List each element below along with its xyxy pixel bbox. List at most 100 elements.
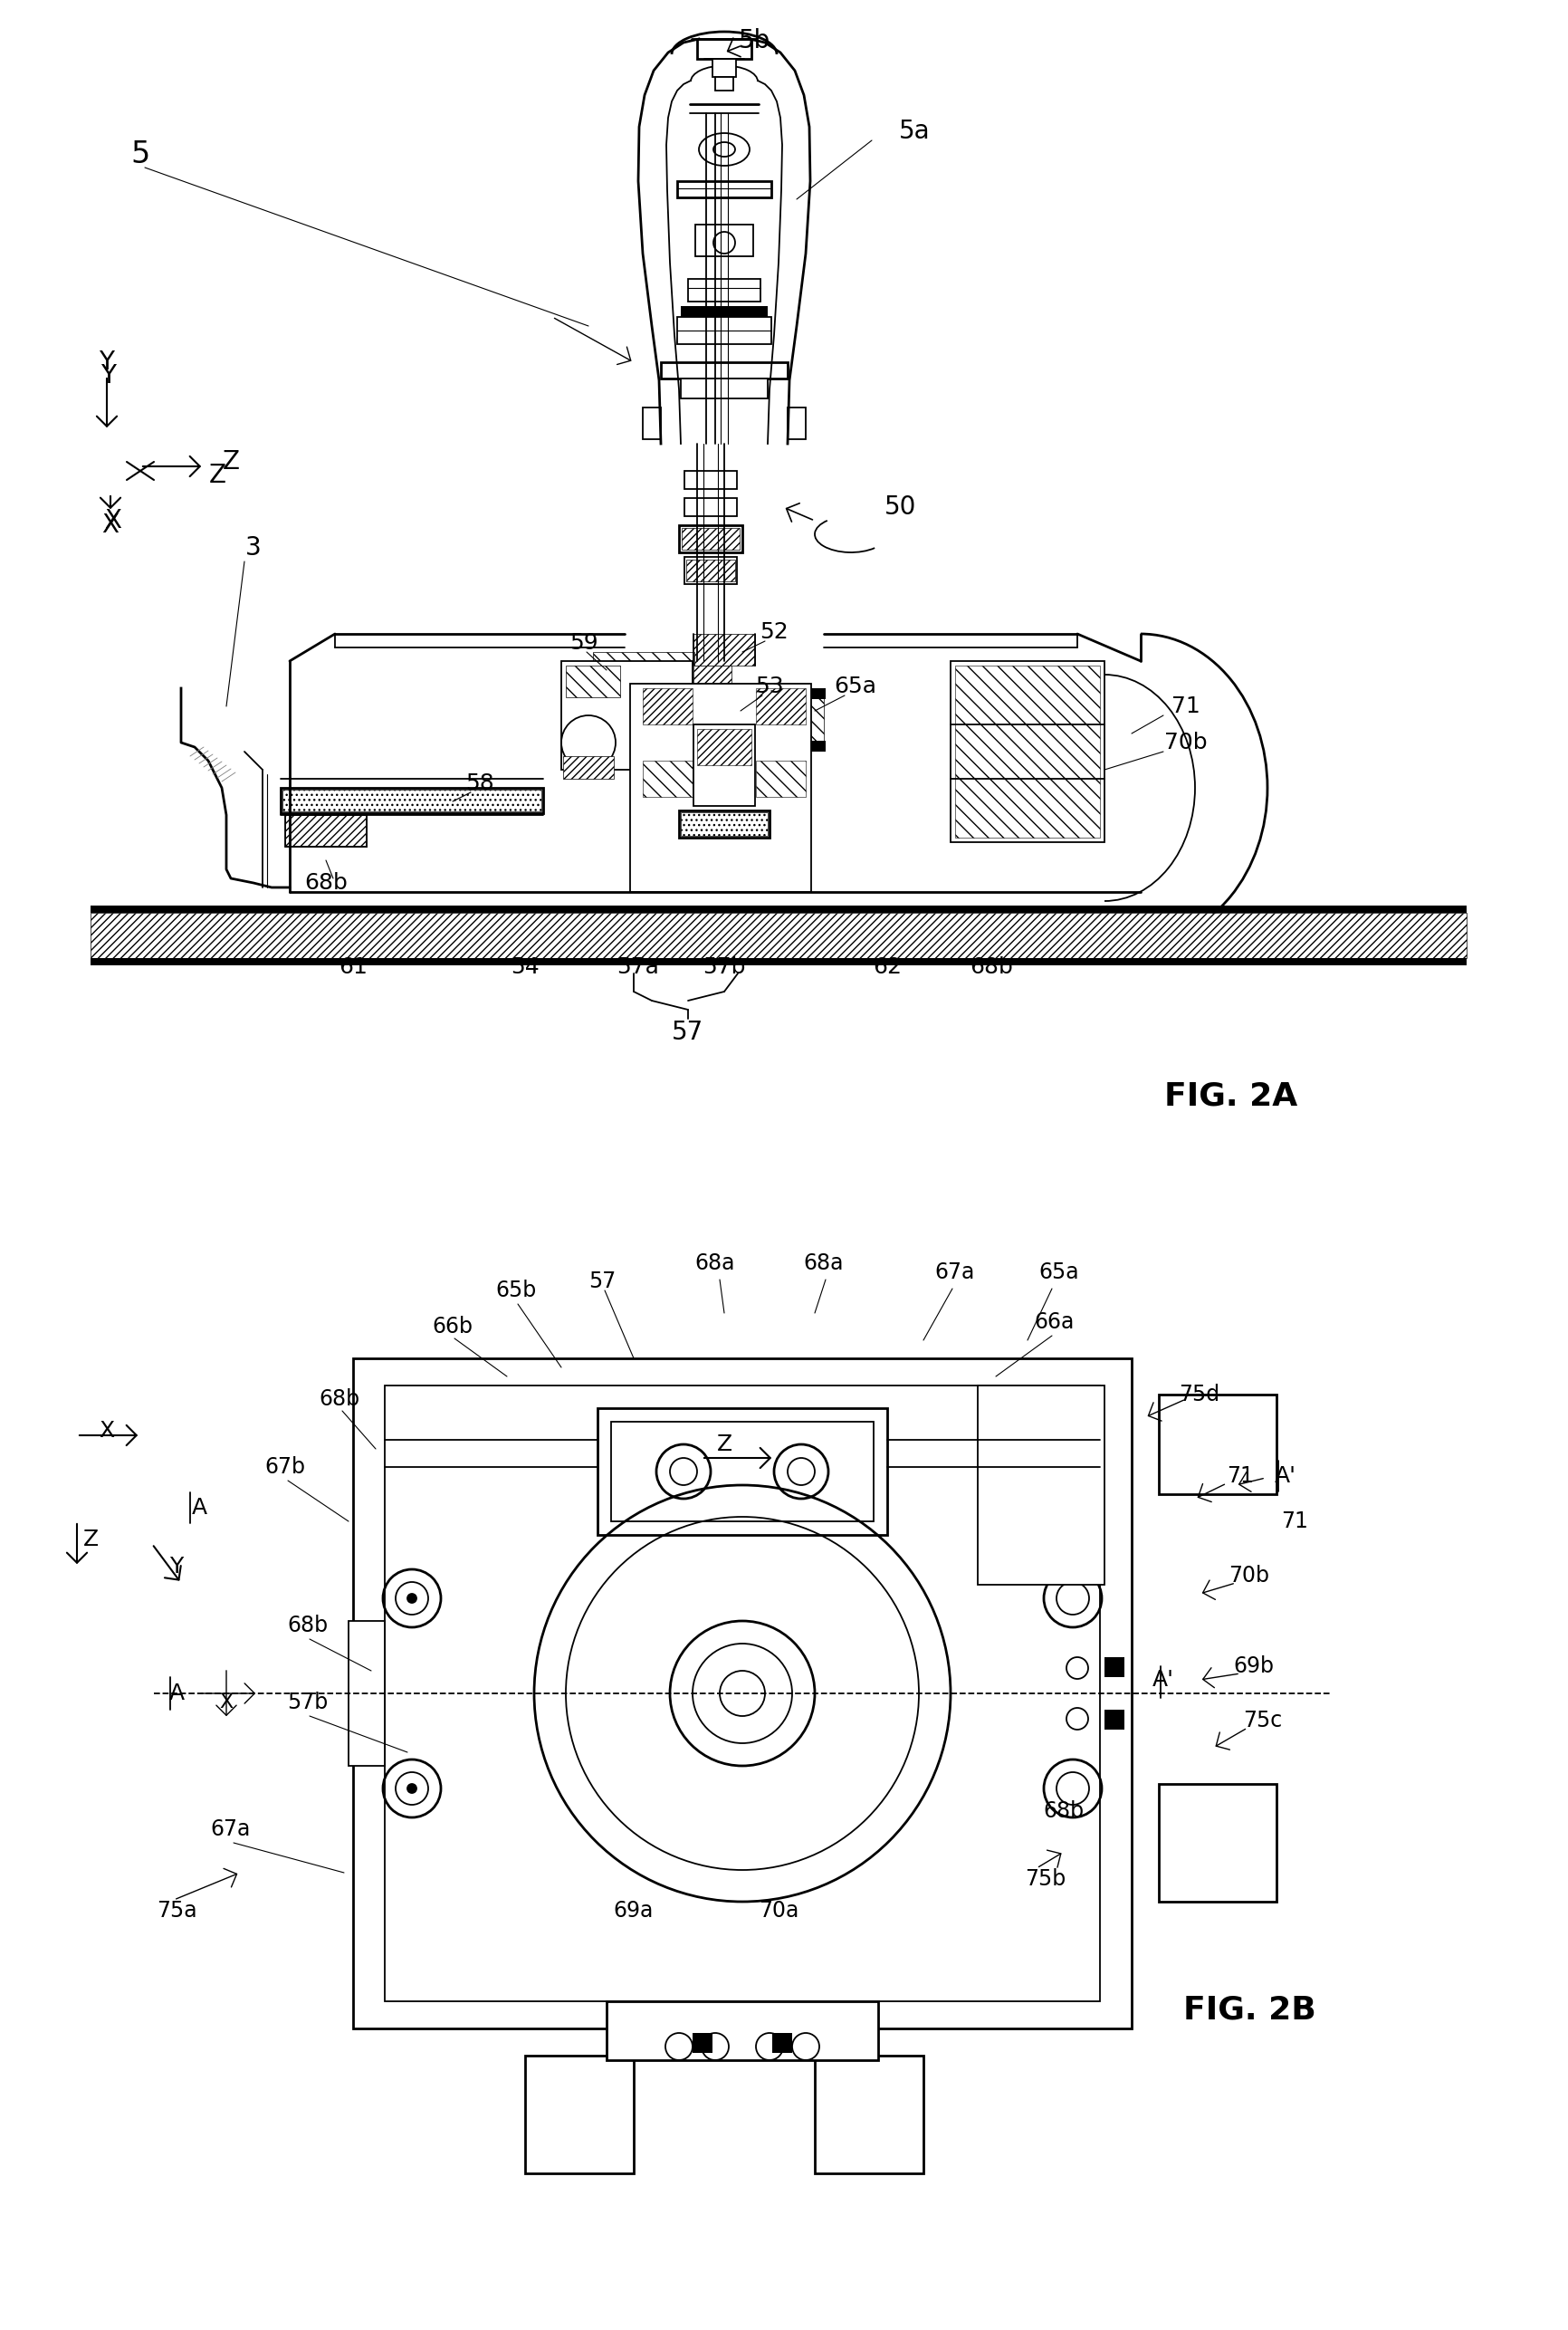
Text: Z: Z [83, 1528, 99, 1549]
Text: 65a: 65a [834, 676, 877, 697]
Text: 61: 61 [339, 955, 367, 979]
Text: Z: Z [223, 450, 240, 475]
Text: FIG. 2B: FIG. 2B [1182, 1994, 1316, 2025]
Text: 58: 58 [466, 774, 494, 795]
Bar [681, 305, 768, 317]
Bar [735, 687, 826, 699]
Bar [677, 182, 771, 198]
Bar [384, 1386, 1101, 2001]
Text: A': A' [1152, 1668, 1174, 1692]
Bar [643, 760, 693, 797]
Text: 65a: 65a [1040, 1261, 1079, 1284]
Bar [91, 913, 1466, 958]
Bar [735, 741, 826, 753]
Bar [643, 687, 693, 725]
Bar [687, 559, 735, 582]
Text: 75c: 75c [1243, 1710, 1283, 1731]
Bar [688, 280, 760, 301]
Text: 75d: 75d [1179, 1384, 1220, 1405]
Bar [1159, 1396, 1276, 1494]
Bar [742, 697, 823, 743]
Text: 5: 5 [130, 140, 151, 168]
Bar [1104, 1710, 1124, 1729]
Text: 75a: 75a [157, 1899, 196, 1922]
Text: 57: 57 [588, 1270, 616, 1293]
Text: Y: Y [100, 363, 116, 389]
Ellipse shape [720, 1671, 765, 1715]
Bar [677, 317, 771, 345]
Ellipse shape [713, 142, 735, 156]
Text: 57a: 57a [618, 955, 660, 979]
Text: 68a: 68a [804, 1254, 844, 1275]
Text: 67a: 67a [935, 1261, 975, 1284]
Text: 52: 52 [759, 622, 789, 643]
Text: 70b: 70b [1229, 1566, 1270, 1587]
Text: X: X [102, 513, 119, 538]
Text: 68b: 68b [304, 871, 348, 895]
Text: Z: Z [209, 464, 226, 487]
Text: 71: 71 [1226, 1466, 1254, 1487]
Bar [688, 725, 739, 736]
Bar [348, 1622, 384, 1766]
Ellipse shape [699, 133, 750, 165]
Text: 57b: 57b [702, 955, 746, 979]
Bar [693, 725, 756, 806]
Text: 70a: 70a [759, 1899, 798, 1922]
Bar [771, 2034, 792, 2053]
Text: 70b: 70b [1165, 732, 1207, 753]
Bar [643, 408, 660, 438]
Bar [593, 652, 695, 678]
Bar [563, 757, 613, 778]
Text: 59: 59 [569, 631, 599, 655]
Bar [566, 666, 619, 697]
Bar [684, 471, 737, 489]
Bar [693, 666, 732, 697]
Bar [815, 2055, 924, 2174]
Text: Z: Z [717, 1433, 732, 1456]
Bar [679, 524, 742, 552]
Bar [660, 361, 787, 377]
Text: FIG. 2A: FIG. 2A [1165, 1081, 1298, 1111]
Text: 5b: 5b [739, 28, 770, 54]
Bar [787, 408, 806, 438]
Ellipse shape [408, 1594, 417, 1603]
Text: 67b: 67b [265, 1456, 306, 1477]
Text: 3: 3 [246, 536, 262, 562]
Bar [698, 40, 751, 58]
Bar [353, 1358, 1132, 2029]
Ellipse shape [408, 1785, 417, 1794]
Bar [693, 2034, 712, 2053]
Bar [950, 662, 1104, 841]
Bar [698, 729, 751, 764]
Text: 71: 71 [1281, 1510, 1308, 1533]
Bar [715, 77, 734, 91]
Bar [91, 906, 1466, 913]
Bar [281, 788, 543, 813]
Text: 69b: 69b [1234, 1654, 1275, 1678]
Bar [684, 557, 737, 585]
Text: A: A [169, 1682, 185, 1703]
Text: X: X [220, 1694, 234, 1713]
Text: 65b: 65b [495, 1279, 536, 1300]
Text: 68a: 68a [695, 1254, 735, 1275]
Bar [607, 2001, 878, 2060]
Bar [525, 2055, 633, 2174]
Text: 68b: 68b [1043, 1801, 1083, 1822]
Text: 57b: 57b [287, 1692, 328, 1713]
Bar [756, 760, 806, 797]
Bar [612, 1421, 873, 1521]
Bar [285, 816, 367, 846]
Text: 68b: 68b [287, 1615, 328, 1636]
Text: Y: Y [169, 1556, 183, 1577]
Bar [597, 1407, 887, 1535]
Text: 54: 54 [511, 955, 539, 979]
Bar [561, 662, 693, 769]
Bar [693, 697, 732, 725]
Bar [955, 666, 1101, 839]
Bar [285, 816, 367, 846]
Text: 68b: 68b [969, 955, 1013, 979]
Bar [681, 377, 768, 398]
Text: A: A [191, 1496, 207, 1519]
Bar [630, 683, 811, 892]
Text: 57: 57 [673, 1021, 704, 1046]
